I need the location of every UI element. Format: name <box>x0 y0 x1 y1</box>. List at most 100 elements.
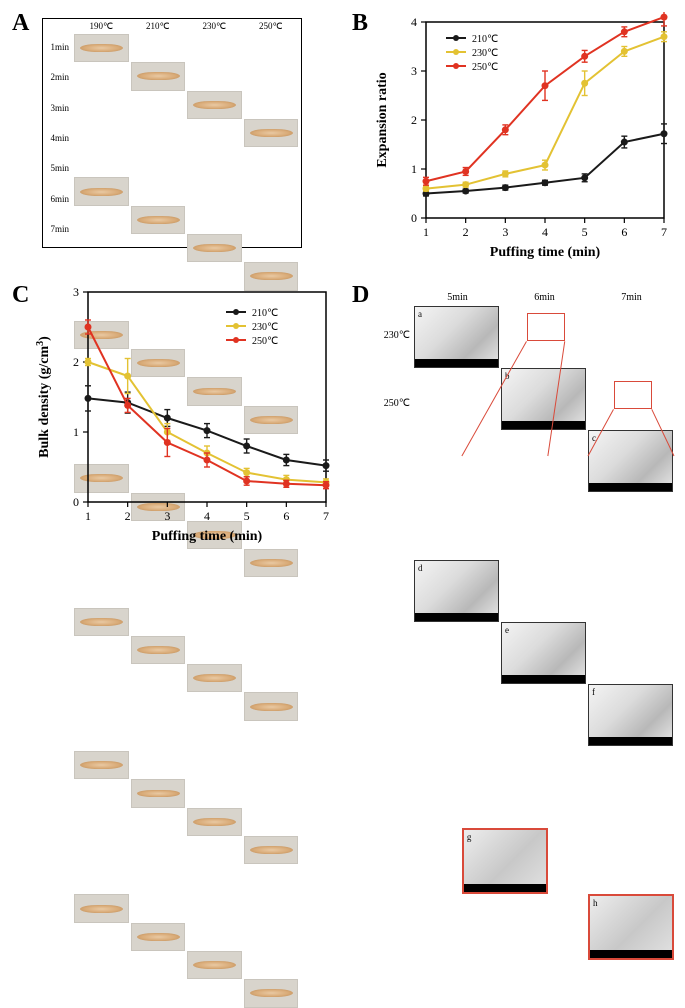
panelA-row-header: 6min <box>45 194 69 204</box>
series-marker <box>581 80 588 87</box>
panelD-sem-tag: f <box>592 687 595 697</box>
panelD-sem-tag: a <box>418 309 422 319</box>
series-marker <box>283 457 290 464</box>
panelA-photo <box>74 177 129 205</box>
panelD-inset: g <box>462 828 548 894</box>
series-marker <box>164 415 171 422</box>
legend-marker <box>453 35 459 41</box>
panelA-photo <box>74 751 129 779</box>
panelA-col-header: 230℃ <box>186 21 243 32</box>
legend-label: 210℃ <box>472 34 498 45</box>
y-tick-label: 1 <box>73 425 79 439</box>
panelD-sem-tag: c <box>592 433 596 443</box>
legend-marker <box>453 63 459 69</box>
legend-marker <box>233 337 239 343</box>
series-marker <box>462 181 469 188</box>
panelD-sem-image: b <box>501 368 586 430</box>
series-marker <box>661 33 668 40</box>
panelD-row-header: 250℃ <box>380 398 410 409</box>
series-marker <box>85 395 92 402</box>
series-marker <box>423 178 430 185</box>
x-tick-label: 6 <box>283 509 289 523</box>
y-tick-label: 1 <box>411 162 417 176</box>
y-tick-label: 3 <box>73 285 79 299</box>
legend-marker <box>233 323 239 329</box>
panelA-photo <box>74 894 129 922</box>
panelA-col-header: 210℃ <box>130 21 187 32</box>
series-marker <box>124 402 131 409</box>
panelD-col-header: 6min <box>501 292 588 303</box>
series-marker <box>621 48 628 55</box>
series-marker <box>502 126 509 133</box>
series-marker <box>243 469 250 476</box>
panelD-sem-image: a <box>414 306 499 368</box>
panelD-col-header: 7min <box>588 292 675 303</box>
panelD-zoom-box <box>527 313 565 341</box>
panelD-sem-image: c <box>588 430 673 492</box>
panelA-photo <box>74 608 129 636</box>
panelA-photo-grid: 190℃210℃230℃250℃1min2min3min4min5min6min… <box>42 18 302 248</box>
legend-marker <box>233 309 239 315</box>
panelA-row-header: 5min <box>45 163 69 173</box>
panelD-sem-tag: d <box>418 563 423 573</box>
y-axis-label: Expansion ratio <box>375 72 390 167</box>
panelA-photo <box>244 836 299 864</box>
y-tick-label: 2 <box>411 113 417 127</box>
legend-marker <box>453 49 459 55</box>
series-marker <box>323 482 330 489</box>
panelA-col-header: 250℃ <box>243 21 300 32</box>
panelA-row-header: 7min <box>45 224 69 234</box>
panel-label-A: A <box>12 10 29 37</box>
y-axis-label: Bulk density (g/cm3) <box>35 336 53 458</box>
x-tick-label: 6 <box>621 225 627 239</box>
series-marker <box>542 162 549 169</box>
series-marker <box>423 185 430 192</box>
y-tick-label: 4 <box>411 15 417 29</box>
panel-label-D: D <box>352 282 369 309</box>
panelA-photo <box>244 549 299 577</box>
x-tick-label: 5 <box>244 509 250 523</box>
panelD-row-header: 230℃ <box>380 330 410 341</box>
panelD-sem-image: f <box>588 684 673 746</box>
panelA-photo <box>244 979 299 1007</box>
series-marker <box>502 170 509 177</box>
series-marker <box>661 130 668 137</box>
panelA-photo <box>131 779 186 807</box>
x-tick-label: 2 <box>125 509 131 523</box>
x-tick-label: 3 <box>164 509 170 523</box>
legend-label: 250℃ <box>252 336 278 347</box>
panelA-photo <box>187 234 242 262</box>
panelA-col-header: 190℃ <box>73 21 130 32</box>
legend-label: 210℃ <box>252 308 278 319</box>
x-tick-label: 1 <box>85 509 91 523</box>
panelA-photo <box>187 91 242 119</box>
panelA-photo <box>244 692 299 720</box>
x-tick-label: 4 <box>204 509 210 523</box>
x-axis-label: Puffing time (min) <box>152 529 263 544</box>
series-marker <box>462 168 469 175</box>
series-marker <box>542 82 549 89</box>
panelA-photo <box>131 636 186 664</box>
series-marker <box>661 14 668 21</box>
series-marker <box>502 184 509 191</box>
panelA-row-header: 3min <box>45 103 69 113</box>
legend-label: 230℃ <box>252 322 278 333</box>
series-marker <box>243 443 250 450</box>
panel-label-C: C <box>12 282 29 309</box>
y-tick-label: 2 <box>73 355 79 369</box>
series-marker <box>124 373 131 380</box>
series-marker <box>204 427 211 434</box>
legend-label: 250℃ <box>472 62 498 73</box>
panelD-sem-image: e <box>501 622 586 684</box>
x-tick-label: 7 <box>661 225 667 239</box>
panelA-photo <box>131 206 186 234</box>
panelD-sem-image: d <box>414 560 499 622</box>
series-marker <box>204 457 211 464</box>
series-marker <box>581 53 588 60</box>
panelA-photo <box>187 808 242 836</box>
panel-label-B: B <box>352 10 368 37</box>
panelA-photo <box>187 951 242 979</box>
panelD-sem-tag: e <box>505 625 509 635</box>
series-marker <box>581 174 588 181</box>
panelD-sem-grid: 5min6min7min230℃abc250℃defgh <box>380 292 675 550</box>
